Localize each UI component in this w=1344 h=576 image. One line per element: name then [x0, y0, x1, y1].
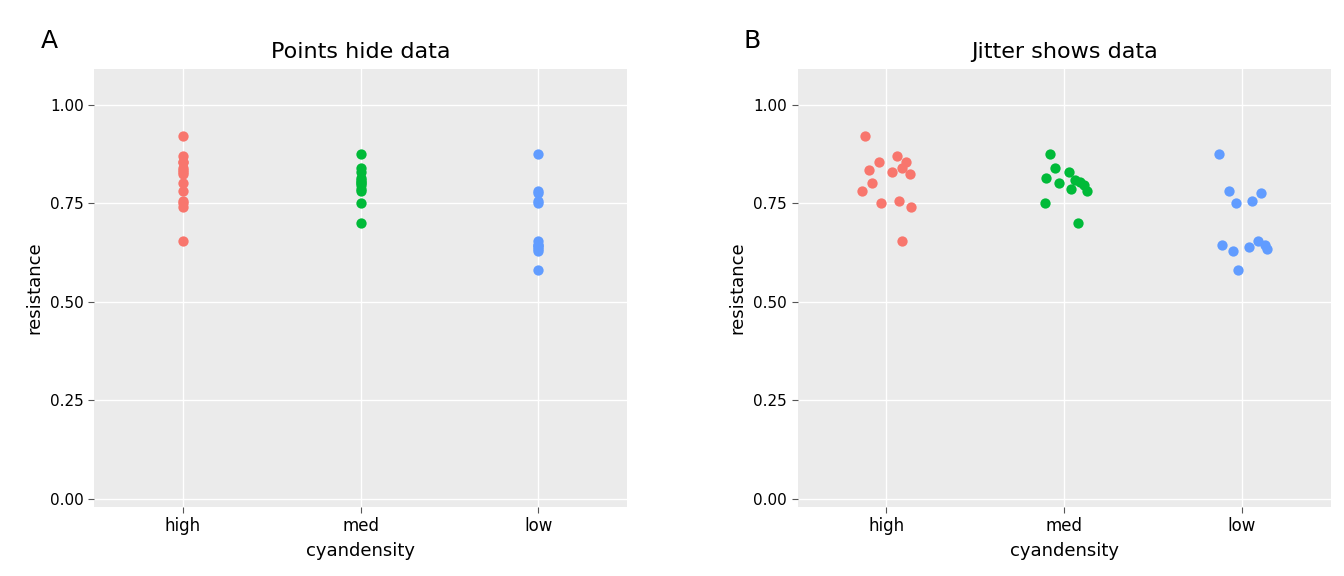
Point [527, 189, 548, 198]
Text: B: B [743, 29, 761, 53]
Point [871, 199, 892, 208]
Point [1036, 173, 1058, 182]
Point [900, 203, 922, 212]
Point [1073, 181, 1094, 190]
Point [882, 167, 903, 176]
Point [349, 167, 371, 176]
Point [1227, 266, 1249, 275]
Point [1238, 242, 1259, 251]
Point [172, 196, 194, 206]
Point [349, 177, 371, 186]
Point [1247, 236, 1269, 245]
Point [349, 185, 371, 194]
Point [172, 157, 194, 166]
Point [1211, 240, 1232, 249]
Point [172, 157, 194, 166]
Point [1064, 175, 1086, 184]
Point [1067, 218, 1089, 228]
Point [172, 163, 194, 172]
Point [527, 266, 548, 275]
Point [1034, 199, 1055, 208]
Title: Jitter shows data: Jitter shows data [970, 42, 1157, 62]
Point [1219, 187, 1241, 196]
Point [862, 179, 883, 188]
Point [1059, 167, 1081, 176]
X-axis label: cyandensity: cyandensity [306, 542, 415, 560]
Point [1044, 163, 1066, 172]
Point [527, 199, 548, 208]
Point [349, 218, 371, 228]
Point [888, 196, 910, 206]
Point [172, 169, 194, 178]
Point [349, 149, 371, 158]
Point [1070, 177, 1091, 186]
Point [1222, 246, 1243, 255]
Point [857, 165, 879, 175]
Point [527, 187, 548, 196]
Point [527, 240, 548, 249]
Y-axis label: resistance: resistance [728, 242, 746, 334]
Point [349, 173, 371, 182]
Point [172, 179, 194, 188]
Point [1250, 189, 1271, 198]
Point [1242, 196, 1263, 206]
Point [891, 236, 913, 245]
Point [851, 187, 872, 196]
Point [1077, 187, 1098, 196]
Point [891, 163, 913, 172]
Point [172, 151, 194, 161]
Point [868, 157, 890, 166]
Point [349, 175, 371, 184]
Text: A: A [40, 29, 58, 53]
Point [527, 196, 548, 206]
Y-axis label: resistance: resistance [26, 242, 43, 334]
Point [349, 199, 371, 208]
Point [349, 163, 371, 172]
Point [527, 149, 548, 158]
Point [349, 181, 371, 190]
Point [1208, 149, 1230, 158]
Point [899, 169, 921, 178]
Point [895, 157, 917, 166]
X-axis label: cyandensity: cyandensity [1009, 542, 1118, 560]
Point [172, 187, 194, 196]
Point [1254, 240, 1275, 249]
Title: Points hide data: Points hide data [270, 42, 450, 62]
Point [1048, 179, 1070, 188]
Point [1039, 149, 1060, 158]
Point [855, 131, 876, 141]
Point [886, 151, 907, 161]
Point [527, 242, 548, 251]
Point [527, 240, 548, 249]
Point [172, 131, 194, 141]
Point [1226, 199, 1247, 208]
Point [172, 236, 194, 245]
Point [1060, 185, 1082, 194]
Point [349, 187, 371, 196]
Point [527, 244, 548, 253]
Point [349, 179, 371, 188]
Point [172, 203, 194, 212]
Point [1255, 244, 1277, 253]
Point [527, 246, 548, 255]
Point [172, 165, 194, 175]
Point [172, 199, 194, 208]
Point [172, 167, 194, 176]
Point [527, 236, 548, 245]
